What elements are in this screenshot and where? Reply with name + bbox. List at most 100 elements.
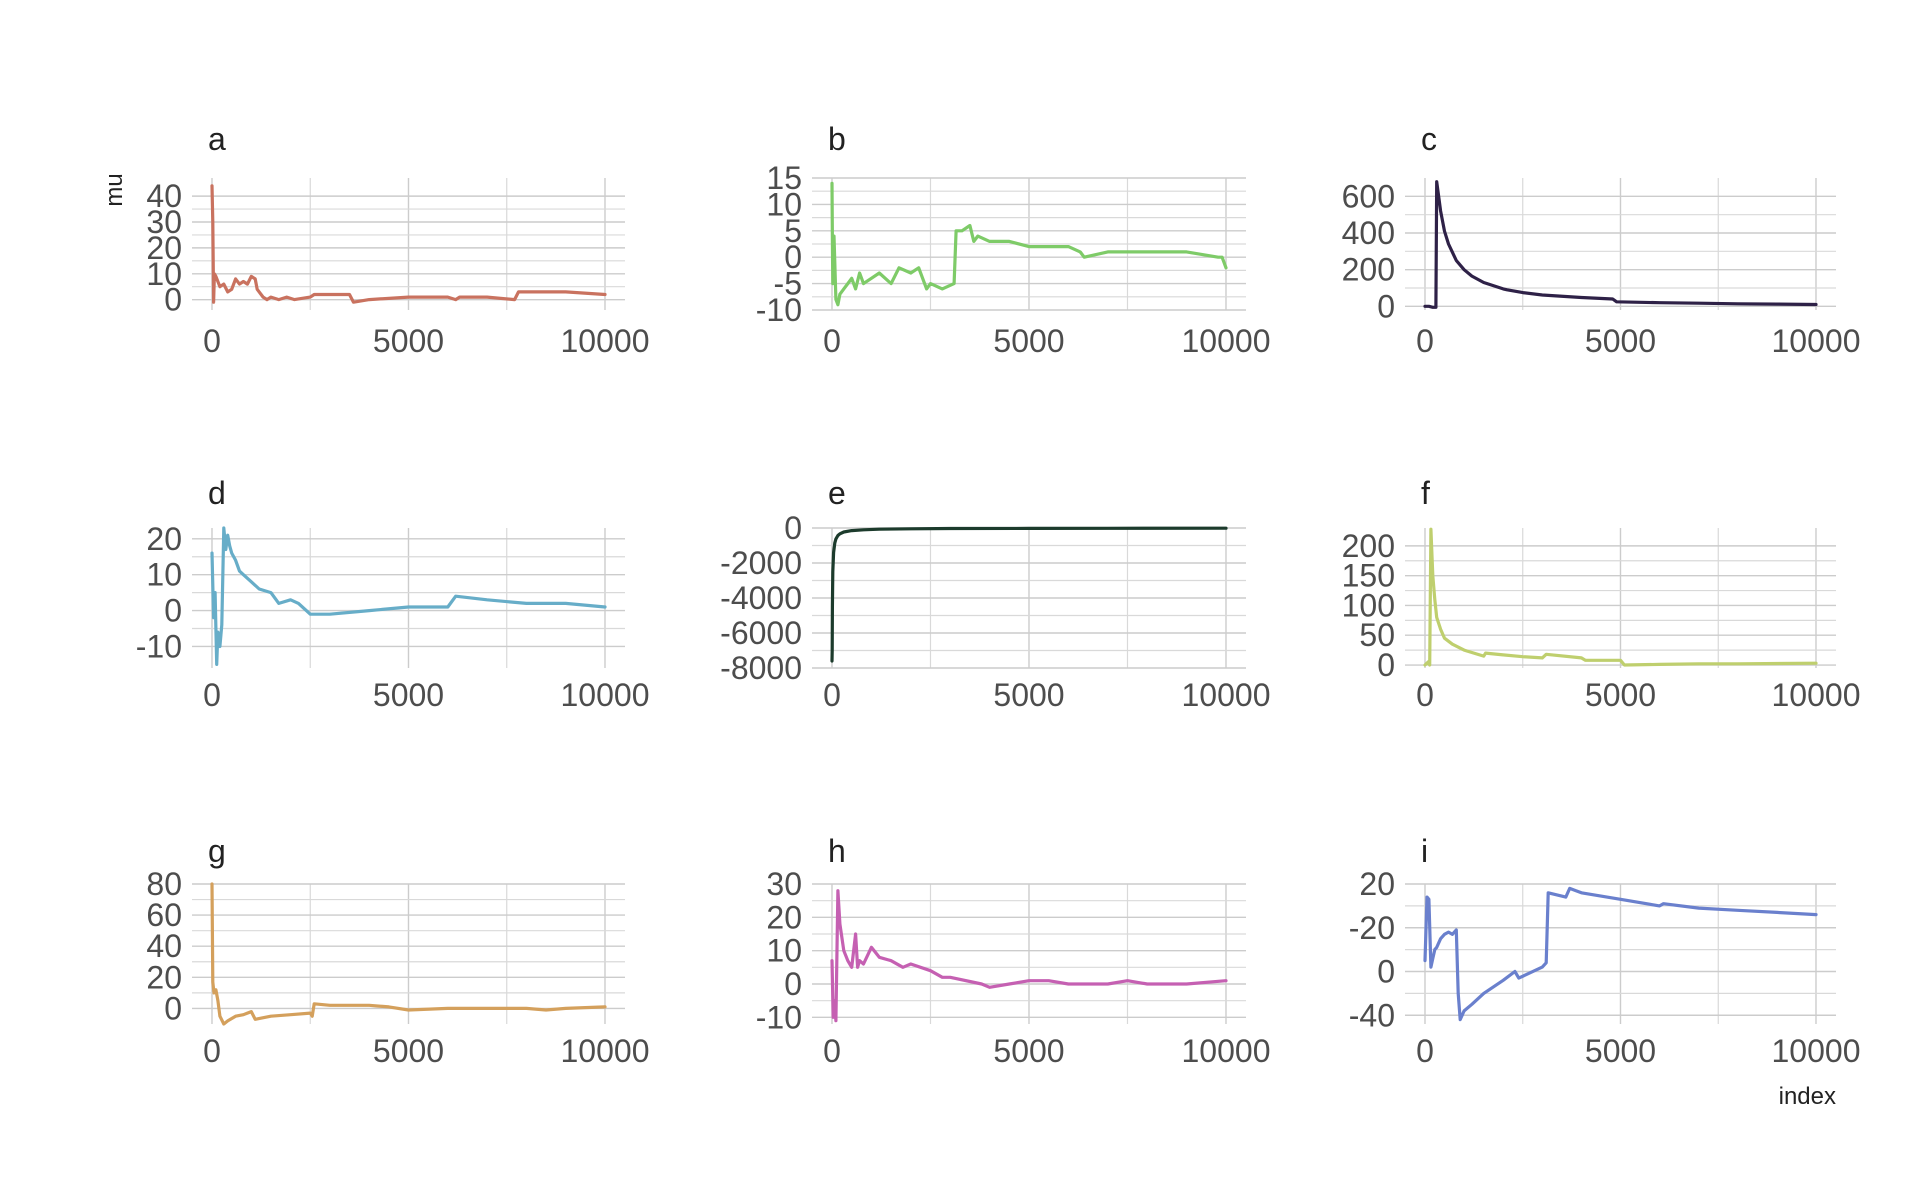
gridlines bbox=[812, 177, 1246, 311]
x-tick-label: 10000 bbox=[561, 677, 650, 713]
y-tick-label: -10 bbox=[756, 292, 802, 328]
y-tick-label: 200 bbox=[1342, 528, 1395, 564]
y-tick-label: 0 bbox=[1377, 288, 1395, 324]
x-axis-title-text: index bbox=[1779, 1083, 1836, 1110]
gridlines bbox=[1405, 883, 1836, 1024]
panel-title: i bbox=[1421, 833, 1428, 869]
y-tick-label: 10 bbox=[146, 557, 182, 593]
x-tick-label: 10000 bbox=[1182, 323, 1271, 359]
y-tick-label: 0 bbox=[164, 282, 182, 318]
y-tick-label: 0 bbox=[784, 966, 802, 1002]
panel-title: c bbox=[1421, 121, 1437, 157]
y-tick-label: -2000 bbox=[720, 545, 802, 581]
y-tick-label: -8000 bbox=[720, 650, 802, 686]
panel-title: d bbox=[208, 475, 226, 511]
y-tick-label: 30 bbox=[146, 204, 182, 240]
x-tick-label: 10000 bbox=[1772, 677, 1861, 713]
y-tick-label: 0 bbox=[784, 239, 802, 275]
y-tick-label: 10 bbox=[146, 256, 182, 292]
x-tick-label: 5000 bbox=[373, 1033, 444, 1069]
x-tick-label: 5000 bbox=[993, 677, 1064, 713]
panel-title: g bbox=[208, 833, 226, 869]
x-tick-label: 0 bbox=[823, 323, 841, 359]
x-tick-label: 0 bbox=[203, 323, 221, 359]
y-tick-label: -4000 bbox=[720, 580, 802, 616]
y-tick-label: 10 bbox=[766, 186, 802, 222]
y-tick-label: 5 bbox=[784, 213, 802, 249]
series-line-i bbox=[1423, 886, 1818, 1022]
y-tick-label: 20 bbox=[146, 230, 182, 266]
gridlines bbox=[192, 528, 625, 668]
x-tick-label: 5000 bbox=[373, 677, 444, 713]
panel-i: i 0 5000 10000 -40 0 -20 20 bbox=[1349, 833, 1861, 1069]
gridlines bbox=[192, 883, 625, 1024]
x-tick-label: 10000 bbox=[561, 1033, 650, 1069]
panel-title: f bbox=[1421, 475, 1430, 511]
panel-title: a bbox=[208, 121, 226, 157]
x-tick-label: 5000 bbox=[1585, 1033, 1656, 1069]
series-line-e bbox=[830, 526, 1228, 663]
series-line-d bbox=[210, 526, 607, 667]
gridlines bbox=[812, 527, 1246, 669]
x-tick-label: 5000 bbox=[373, 323, 444, 359]
y-tick-label: 0 bbox=[164, 990, 182, 1026]
x-tick-label: 0 bbox=[1416, 1033, 1434, 1069]
y-tick-label: 20 bbox=[766, 899, 802, 935]
x-tick-label: 0 bbox=[1416, 677, 1434, 713]
y-tick-label: 400 bbox=[1342, 215, 1395, 251]
panel-title: h bbox=[828, 833, 846, 869]
x-tick-label: 0 bbox=[823, 1033, 841, 1069]
y-tick-label: 20 bbox=[146, 959, 182, 995]
y-tick-label: 600 bbox=[1342, 178, 1395, 214]
y-tick-label: 40 bbox=[146, 928, 182, 964]
y-tick-label: -5 bbox=[774, 266, 802, 302]
y-tick-label: 30 bbox=[766, 866, 802, 902]
series-line-a bbox=[210, 184, 607, 304]
series-line-g bbox=[210, 882, 607, 1026]
gridlines bbox=[1405, 178, 1836, 310]
y-tick-label: 0 bbox=[1377, 954, 1395, 990]
y-tick-label: -6000 bbox=[720, 615, 802, 651]
y-tick-label: 15 bbox=[766, 160, 802, 196]
y-tick-label: 0 bbox=[164, 593, 182, 629]
series-line-f bbox=[1423, 527, 1818, 667]
x-axis-title: index bbox=[1779, 1083, 1836, 1110]
series-line-b bbox=[830, 181, 1228, 307]
x-tick-label: 10000 bbox=[1182, 677, 1271, 713]
y-axis-title: mu bbox=[101, 173, 128, 206]
series-line-h bbox=[830, 889, 1228, 1023]
y-tick-label: -10 bbox=[136, 628, 182, 664]
y-tick-label: 10 bbox=[766, 933, 802, 969]
x-tick-label: 0 bbox=[203, 677, 221, 713]
y-tick-label: 50 bbox=[1359, 617, 1395, 653]
gridlines bbox=[812, 883, 1246, 1024]
y-tick-label: 100 bbox=[1342, 587, 1395, 623]
x-tick-label: 10000 bbox=[1182, 1033, 1271, 1069]
y-tick-label: 40 bbox=[146, 178, 182, 214]
y-tick-label: -40 bbox=[1349, 997, 1395, 1033]
x-tick-label: 10000 bbox=[561, 323, 650, 359]
x-tick-label: 10000 bbox=[1772, 323, 1861, 359]
y-tick-label: 150 bbox=[1342, 558, 1395, 594]
y-axis-title-text: mu bbox=[101, 173, 128, 206]
y-tick-label: 60 bbox=[146, 897, 182, 933]
x-tick-label: 0 bbox=[1416, 323, 1434, 359]
x-tick-label: 0 bbox=[203, 1033, 221, 1069]
x-tick-label: 5000 bbox=[1585, 677, 1656, 713]
y-tick-label: 0 bbox=[1377, 647, 1395, 683]
panel-title: e bbox=[828, 475, 846, 511]
gridlines bbox=[1405, 528, 1836, 668]
y-tick-label: 80 bbox=[146, 866, 182, 902]
y-tick-label: 20 bbox=[1359, 866, 1395, 902]
y-tick-label: 20 bbox=[146, 521, 182, 557]
